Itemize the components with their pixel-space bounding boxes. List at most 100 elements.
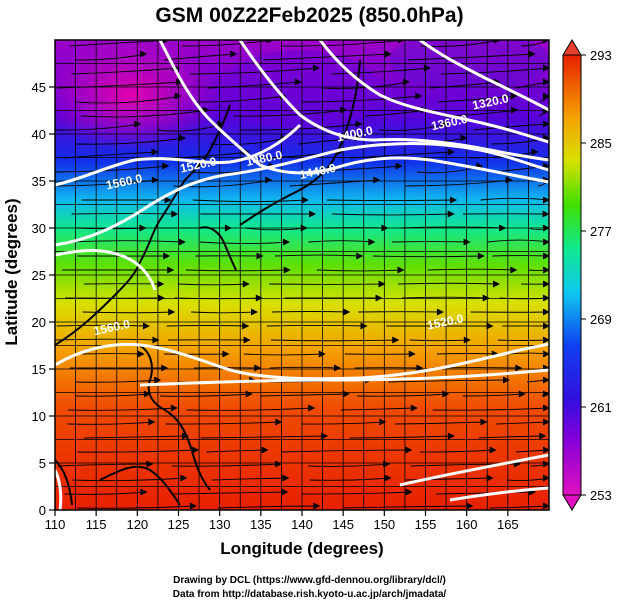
streamline-arrow <box>355 120 363 128</box>
streamline <box>84 435 188 439</box>
colorbar-max-arrow <box>562 39 582 56</box>
streamline <box>432 407 549 411</box>
streamline <box>185 269 290 272</box>
streamline <box>419 449 496 453</box>
y-tick-label: 30 <box>32 221 46 236</box>
streamline-arrow <box>542 266 549 274</box>
streamline-arrow <box>510 106 519 114</box>
streamline-arrow <box>542 418 549 426</box>
y-axis-ticks: 0 5 10 15 20 25 30 35 40 45 <box>32 80 55 518</box>
figure-title: GSM 00Z22Feb2025 (850.0hPa) <box>155 4 464 27</box>
streamline-arrow <box>542 404 549 412</box>
streamline <box>302 491 412 495</box>
x-tick-label: 140 <box>291 517 313 532</box>
streamline-arrow <box>542 460 549 468</box>
streamline-arrow <box>167 266 175 274</box>
colorbar-tick-label: 293 <box>590 48 612 63</box>
streamline-arrow <box>153 376 162 384</box>
streamline-arrow <box>447 210 455 218</box>
streamline-arrow <box>542 280 549 288</box>
streamline-arrow <box>477 252 485 260</box>
streamline <box>55 165 169 173</box>
streamline <box>233 109 347 117</box>
streamline <box>340 407 417 411</box>
y-tick-label: 5 <box>39 456 46 471</box>
streamline-arrow <box>528 50 536 58</box>
streamline <box>189 67 319 75</box>
streamline-arrow <box>157 280 165 288</box>
streamline <box>308 463 390 467</box>
streamline-arrow <box>368 238 376 246</box>
streamline-arrow <box>189 502 197 510</box>
streamline-arrow <box>181 432 189 440</box>
streamline-arrow <box>515 364 523 372</box>
streamline <box>199 241 290 245</box>
credit-drawing: Drawing by DCL (https://www.gfd-dennou.o… <box>173 575 446 586</box>
streamline-arrow <box>243 336 251 344</box>
streamline-arrow <box>466 502 474 510</box>
streamline-arrow <box>146 460 154 468</box>
x-tick-label: 145 <box>332 517 354 532</box>
streamline-arrow <box>542 502 549 510</box>
streamline-arrow <box>137 350 145 358</box>
streamline-arrow <box>542 376 549 384</box>
streamline-arrow <box>379 418 387 426</box>
colorbar-tick-label: 277 <box>590 224 612 239</box>
y-tick-label: 45 <box>32 80 46 95</box>
streamline-arrow <box>250 308 259 316</box>
streamline-arrow <box>308 210 317 218</box>
streamline-arrow <box>312 64 320 72</box>
streamline <box>171 463 282 467</box>
streamline-arrow <box>161 162 170 170</box>
streamline-arrow <box>140 488 148 496</box>
streamline <box>71 67 179 75</box>
streamline <box>75 379 161 383</box>
x-tick-label: 110 <box>45 517 66 532</box>
streamline-arrow <box>230 50 238 58</box>
streamline <box>478 435 546 439</box>
streamline-arrow <box>531 148 539 156</box>
streamline-arrow <box>170 404 178 412</box>
streamline-arrow <box>180 474 188 482</box>
streamline <box>308 240 375 243</box>
streamline-arrow <box>242 322 250 330</box>
x-tick-label: 135 <box>250 517 272 532</box>
colorbar-tick-label: 269 <box>590 312 612 327</box>
streamline-arrow <box>482 294 490 302</box>
streamline <box>55 338 159 341</box>
streamline <box>405 477 493 481</box>
streamline-arrow <box>308 404 316 412</box>
streamline-arrow <box>281 488 289 496</box>
streamline-arrow <box>542 336 549 344</box>
streamline <box>177 283 249 286</box>
streamline-arrow <box>282 474 290 482</box>
y-tick-label: 35 <box>32 174 46 189</box>
streamline <box>356 393 449 397</box>
streamline-arrow <box>542 350 549 358</box>
streamline <box>388 379 510 383</box>
x-tick-label: 160 <box>456 517 478 532</box>
streamline-arrow <box>395 162 403 170</box>
streamline <box>56 324 150 327</box>
y-tick-label: 15 <box>32 362 46 377</box>
streamline-arrow <box>489 446 497 454</box>
streamline-arrow <box>178 238 186 246</box>
streamline <box>66 240 186 243</box>
streamline-arrow <box>375 294 383 302</box>
streamline-arrow <box>162 252 171 260</box>
streamline <box>438 95 517 103</box>
streamline <box>191 311 258 314</box>
streamline <box>302 95 422 103</box>
x-tick-label: 165 <box>497 517 519 532</box>
streamline <box>473 123 549 131</box>
streamline-arrow <box>192 446 200 454</box>
streamline <box>67 421 155 425</box>
streamline <box>72 477 187 482</box>
streamline-arrow <box>171 210 179 218</box>
streamline-arrow <box>157 294 166 302</box>
streamline <box>64 491 147 495</box>
streamline <box>281 449 412 453</box>
x-axis-label: Longitude (degrees) <box>220 539 384 558</box>
